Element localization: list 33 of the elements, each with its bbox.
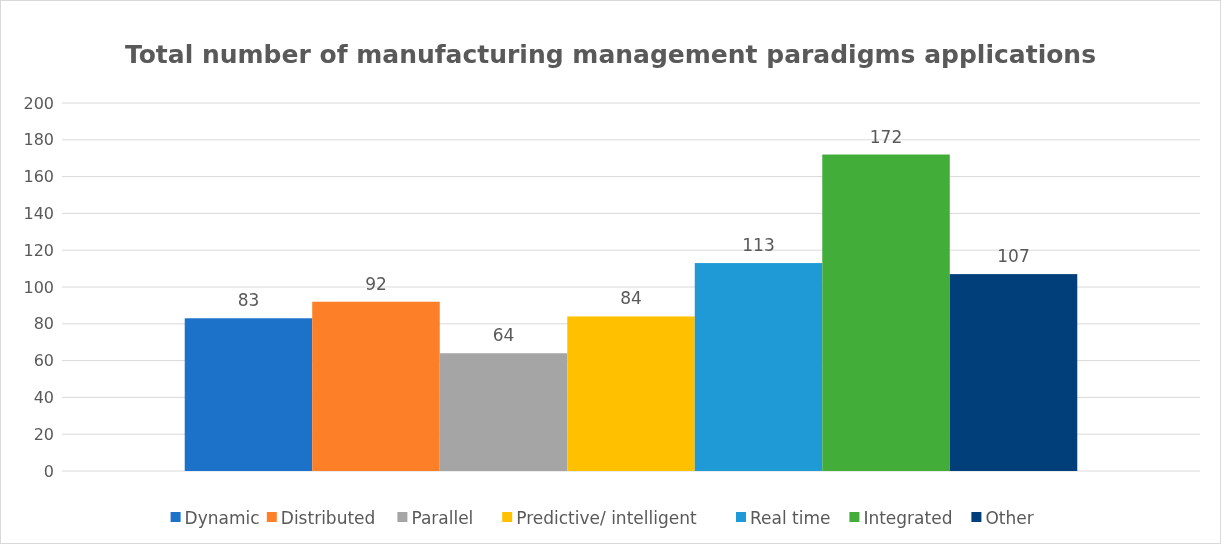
y-tick-label: 180 [23, 130, 54, 150]
y-tick-label: 80 [33, 314, 54, 334]
bar [184, 318, 313, 471]
bar [567, 316, 695, 471]
y-tick-label: 60 [33, 351, 54, 371]
y-tick-label: 140 [23, 204, 54, 223]
chart-title: Total number of manufacturing management paradigms applications [124, 40, 1097, 69]
y-tick-label: 0 [43, 461, 54, 481]
data-label: 64 [492, 325, 515, 346]
legend-label: Real time [750, 507, 831, 528]
data-label: 92 [365, 273, 387, 294]
data-label: 107 [997, 246, 1030, 267]
data-label: 172 [869, 126, 903, 147]
bar [439, 353, 568, 471]
data-label: 83 [237, 290, 260, 311]
legend-label: Distributed [280, 507, 376, 528]
legend-label: Integrated [863, 507, 953, 528]
legend-label: Parallel [411, 507, 474, 528]
data-label: 113 [742, 235, 775, 256]
y-tick-label: 160 [23, 167, 54, 187]
y-tick-label: 120 [23, 240, 54, 260]
bar [822, 154, 950, 471]
bar [694, 263, 823, 471]
y-tick-label: 200 [23, 93, 54, 113]
bar [312, 301, 440, 471]
y-tick-label: 20 [33, 424, 54, 444]
legend-label: Other [985, 507, 1034, 528]
data-label: 84 [620, 288, 642, 309]
legend-label: Predictive/ intelligent [516, 507, 697, 528]
bar [949, 274, 1078, 471]
y-tick-label: 100 [23, 277, 54, 297]
y-tick-label: 40 [33, 388, 54, 407]
legend-label: Dynamic [184, 507, 260, 528]
